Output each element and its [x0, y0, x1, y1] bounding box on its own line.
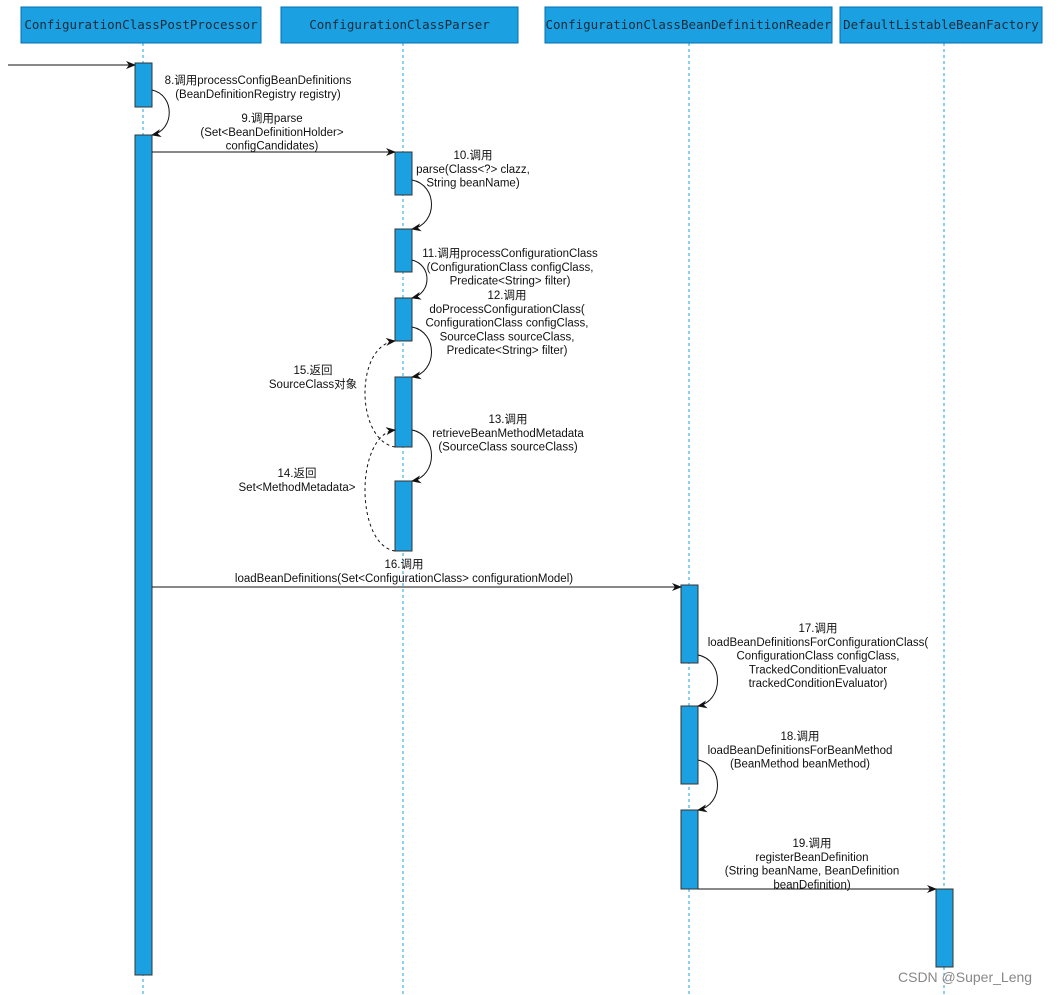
message-arrow-14 [364, 427, 396, 552]
message-label-line: 14.返回 [278, 467, 317, 480]
message-label-line: ConfigurationClass configClass, [737, 651, 900, 663]
message-label-11: 11.调用processConfigurationClass (Configura… [422, 247, 598, 288]
message-label-18: 18.调用 loadBeanDefinitionsForBeanMethod (Be… [708, 730, 893, 771]
message-label-line: registerBeanDefinition [755, 852, 868, 864]
activation-bar [394, 151, 413, 196]
activation-bar [394, 480, 413, 552]
message-label-line: SourceClass对象 [269, 377, 357, 391]
message-label-line: beanDefinition) [773, 879, 851, 891]
activation-bar [680, 584, 699, 664]
message-label-line: 16.调用 [385, 558, 424, 571]
message-label-line: configCandidates) [226, 141, 319, 153]
message-label-line: 11.调用processConfigurationClass [422, 247, 598, 260]
message-label-14: 14.返回 Set<MethodMetadata> [239, 467, 356, 494]
activation-bar [394, 228, 413, 273]
participant-box[interactable]: ConfigurationClassPostProcessor [20, 6, 262, 44]
message-label-line: (BeanDefinitionRegistry registry) [175, 89, 341, 101]
message-label-line: Predicate<String> filter) [450, 276, 571, 288]
activation-bar [680, 705, 699, 785]
participant-name: ConfigurationClassBeanDefinitionReader [546, 17, 832, 32]
message-arrow-12 [411, 326, 432, 380]
participant-box[interactable]: ConfigurationClassBeanDefinitionReader [544, 6, 833, 44]
message-arrow-13 [411, 429, 432, 484]
message-arrow-8 [151, 89, 170, 137]
message-arrow-11 [411, 259, 428, 300]
watermark: CSDN @Super_Leng [898, 969, 1032, 985]
message-label-line: retrieveBeanMethodMetadata [432, 428, 584, 440]
participant-box[interactable]: DefaultListableBeanFactory [839, 6, 1043, 44]
activation-bar [134, 62, 153, 108]
message-label-line: 17.调用 [799, 622, 838, 635]
message-label-line: Predicate<String> filter) [447, 345, 568, 357]
message-label-line: (ConfigurationClass configClass, [427, 262, 594, 274]
message-label-17: 17.调用 loadBeanDefinitionsForConfiguration… [708, 622, 929, 690]
message-label-line: Set<MethodMetadata> [239, 482, 356, 494]
activation-bar [935, 888, 954, 968]
message-label-line: TrackedConditionEvaluator [749, 664, 887, 676]
message-label-12: 12.调用 doProcessConfigurationClass( Configu… [426, 289, 589, 357]
message-label-line: (BeanMethod beanMethod) [730, 759, 870, 771]
message-label-line: loadBeanDefinitionsForConfigurationClass… [708, 637, 929, 649]
message-label-10: 10.调用 parse(Class<?> clazz, String beanNam… [416, 149, 530, 190]
message-arrow-10 [411, 179, 432, 232]
participant-box[interactable]: ConfigurationClassParser [280, 6, 519, 44]
message-label-13: 13.调用 retrieveBeanMethodMetadata (SourceCl… [432, 413, 584, 454]
message-label-line: 13.调用 [489, 413, 528, 426]
message-label-line: parse(Class<?> clazz, [416, 164, 530, 176]
activation-bar [394, 297, 413, 342]
message-label-line: 12.调用 [488, 289, 527, 302]
message-label-line: 15.返回 [294, 364, 333, 377]
message-label-16: 16.调用 loadBeanDefinitions(Set<Configurati… [235, 558, 573, 585]
message-label-line: trackedConditionEvaluator) [749, 678, 888, 690]
message-label-line: SourceClass sourceClass, [440, 331, 575, 343]
message-label-line: String beanName) [426, 178, 519, 190]
message-label-line: 10.调用 [454, 149, 493, 162]
activation-bar [680, 809, 699, 890]
message-label-15: 15.返回 SourceClass对象 [269, 364, 357, 391]
message-label-19: 19.调用 registerBeanDefinition (String beanN… [725, 837, 900, 891]
message-label-line: (SourceClass sourceClass) [438, 442, 577, 454]
message-label-line: 18.调用 [781, 730, 820, 743]
participant-name: DefaultListableBeanFactory [843, 17, 1039, 32]
message-label-line: loadBeanDefinitions(Set<ConfigurationCla… [235, 573, 573, 585]
message-arrow-17 [697, 654, 718, 709]
message-label-line: (String beanName, BeanDefinition [725, 866, 900, 878]
message-label-8: 8.调用processConfigBeanDefinitions (BeanDef… [165, 74, 352, 101]
activation-bar [394, 376, 413, 448]
message-label-line: ConfigurationClass configClass, [426, 318, 589, 330]
message-label-line: 9.调用parse [241, 112, 302, 125]
message-arrow-18 [697, 759, 718, 813]
participant-name: ConfigurationClassPostProcessor [24, 17, 258, 32]
message-label-line: 8.调用processConfigBeanDefinitions [165, 74, 352, 87]
message-label-line: 19.调用 [793, 837, 832, 850]
activation-bar [134, 134, 153, 976]
message-label-line: (Set<BeanDefinitionHolder> [200, 127, 343, 139]
message-label-9: 9.调用parse (Set<BeanDefinitionHolder> confi… [200, 112, 343, 153]
message-label-line: doProcessConfigurationClass( [429, 304, 584, 316]
message-label-line: loadBeanDefinitionsForBeanMethod [708, 745, 893, 757]
participant-name: ConfigurationClassParser [309, 17, 490, 32]
message-arrow-15 [364, 337, 396, 448]
